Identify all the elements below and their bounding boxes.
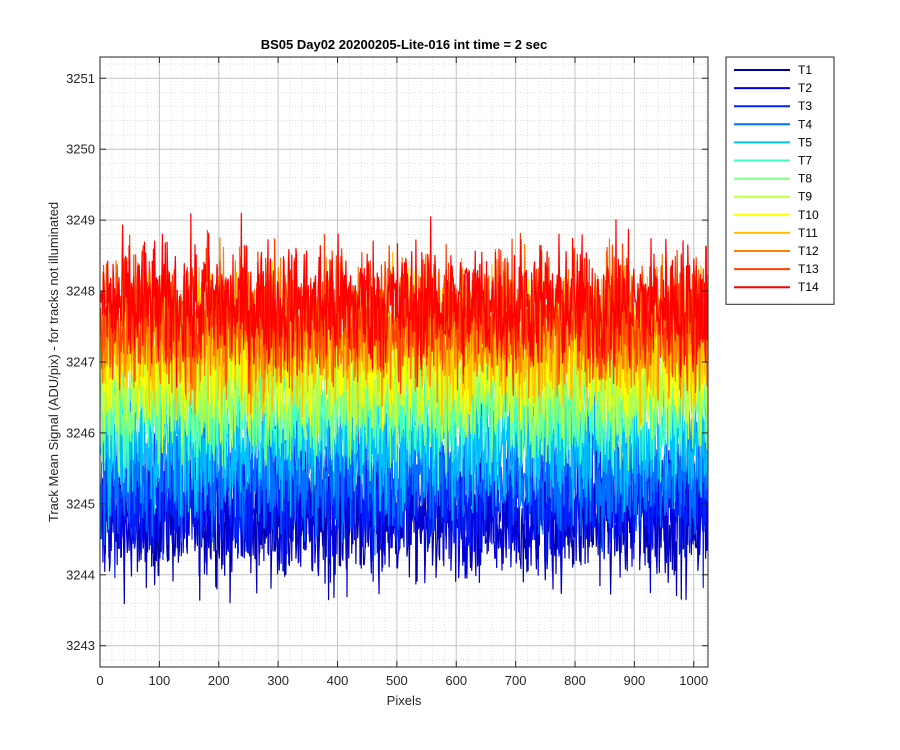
x-tick-label: 100 (149, 673, 171, 688)
x-tick-label: 900 (624, 673, 646, 688)
legend-label: T12 (798, 244, 819, 258)
legend-box (725, 56, 835, 305)
chart-title: BS05 Day02 20200205-Lite-016 int time = … (261, 37, 548, 52)
y-tick-label: 3248 (66, 284, 95, 299)
y-tick-label: 3247 (66, 355, 95, 370)
legend-label: T1 (798, 63, 812, 77)
y-axis-label: Track Mean Signal (ADU/pix) - for tracks… (46, 202, 61, 522)
legend-label: T7 (798, 154, 812, 168)
series-layer (99, 212, 709, 605)
legend-label: T14 (798, 280, 819, 294)
legend-label: T9 (798, 190, 812, 204)
legend-label: T10 (798, 208, 819, 222)
y-tick-label: 3243 (66, 638, 95, 653)
legend-label: T11 (798, 226, 818, 240)
series-line-t5 (99, 351, 709, 531)
y-tick-label: 3250 (66, 142, 95, 157)
legend: T1 T2 T3 T4 T5 T7 T8 T9 T10 T11 T12 T13 T14 (725, 56, 835, 305)
x-tick-label: 1000 (679, 673, 708, 688)
legend-label: T5 (798, 135, 812, 149)
x-tick-label: 700 (505, 673, 527, 688)
x-tick-label: 300 (267, 673, 289, 688)
x-tick-label: 600 (445, 673, 467, 688)
series-line-t3 (99, 397, 709, 589)
y-tick-label: 3251 (66, 71, 95, 86)
x-tick-label: 800 (564, 673, 586, 688)
x-tick-label: 200 (208, 673, 230, 688)
legend-label: T2 (798, 81, 812, 95)
x-axis-label: Pixels (387, 693, 422, 708)
series-line-t14 (99, 212, 709, 394)
y-tick-label: 3244 (66, 567, 95, 582)
legend-label: T13 (798, 262, 819, 276)
x-tick-label: 400 (327, 673, 349, 688)
y-tick-label: 3249 (66, 213, 95, 228)
y-tick-label: 3245 (66, 496, 95, 511)
x-tick-label: 500 (386, 673, 408, 688)
x-tick-label: 0 (96, 673, 103, 688)
ticks: 0 100 200 300 400 500 600 700 800 900 1000 3243 3244… (66, 57, 708, 688)
legend-label: T4 (798, 117, 812, 131)
legend-label: T8 (798, 172, 812, 186)
legend-label: T3 (798, 99, 812, 113)
y-tick-label: 3246 (66, 425, 95, 440)
